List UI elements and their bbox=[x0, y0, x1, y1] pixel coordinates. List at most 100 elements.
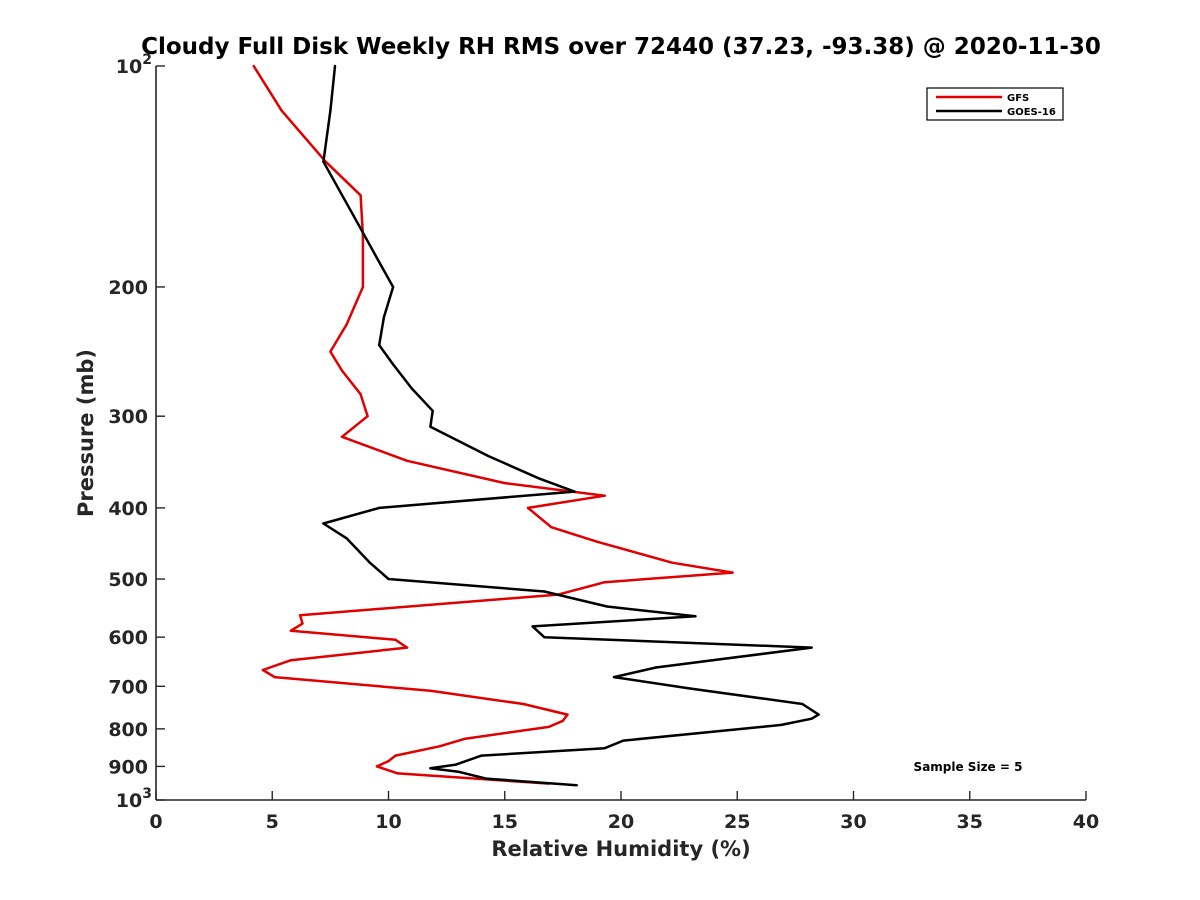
data-point-goes16 bbox=[387, 577, 390, 581]
data-point-gfs bbox=[547, 725, 551, 729]
data-point-goes16 bbox=[391, 285, 395, 289]
y-tick-label: 103 bbox=[116, 786, 152, 812]
legend-box bbox=[926, 87, 1064, 121]
data-point-goes16 bbox=[543, 590, 546, 593]
y-tick-label: 300 bbox=[108, 406, 148, 428]
y-tick-label: 600 bbox=[108, 627, 148, 649]
x-tick-label: 5 bbox=[266, 811, 279, 833]
data-point-gfs bbox=[566, 713, 569, 716]
data-point-gfs bbox=[361, 285, 365, 289]
data-point-goes16 bbox=[352, 214, 355, 217]
x-tick-label: 40 bbox=[1073, 811, 1099, 833]
data-point-gfs bbox=[526, 506, 530, 510]
data-point-goes16 bbox=[817, 713, 820, 716]
series-line-gfs bbox=[252, 65, 734, 785]
chart-title: Cloudy Full Disk Weekly RH RMS over 7244… bbox=[141, 34, 1101, 60]
data-point-goes16 bbox=[410, 387, 413, 390]
data-point-gfs bbox=[273, 675, 276, 679]
data-point-gfs bbox=[366, 415, 369, 418]
data-point-goes16 bbox=[329, 109, 332, 112]
data-point-goes16 bbox=[801, 702, 804, 706]
x-tick-label: 0 bbox=[149, 811, 162, 833]
data-point-goes16 bbox=[654, 666, 658, 669]
plot-area bbox=[156, 66, 1086, 800]
data-point-gfs bbox=[603, 494, 606, 497]
x-tick-label: 30 bbox=[840, 811, 866, 833]
data-point-goes16 bbox=[480, 754, 483, 757]
data-point-goes16 bbox=[333, 64, 337, 68]
y-axis-ticks: 102 200 300 400 500 600 700 800 900 103 bbox=[108, 52, 165, 812]
y-tick-label: 500 bbox=[108, 569, 148, 591]
data-point-gfs bbox=[438, 745, 441, 748]
data-point-goes16 bbox=[345, 537, 348, 540]
x-axis-ticks: 0 5 10 15 20 25 30 35 40 bbox=[149, 791, 1099, 833]
data-point-goes16 bbox=[603, 747, 606, 750]
legend: GFS GOES-16 bbox=[926, 87, 1064, 121]
data-point-goes16 bbox=[810, 717, 813, 720]
data-point-goes16 bbox=[378, 343, 381, 347]
data-point-goes16 bbox=[429, 425, 432, 428]
data-point-gfs bbox=[345, 323, 348, 326]
data-point-gfs bbox=[429, 689, 432, 692]
legend-label-gfs: GFS bbox=[1007, 93, 1029, 104]
x-tick-label: 35 bbox=[957, 811, 983, 833]
legend-label-goes16: GOES-16 bbox=[1007, 107, 1056, 118]
data-point-goes16 bbox=[531, 625, 534, 628]
x-tick-label: 25 bbox=[724, 811, 750, 833]
data-point-gfs bbox=[405, 646, 409, 649]
data-point-gfs bbox=[603, 581, 606, 584]
data-point-goes16 bbox=[575, 784, 578, 787]
data-point-goes16 bbox=[622, 739, 625, 742]
data-point-goes16 bbox=[484, 777, 488, 780]
data-point-gfs bbox=[561, 719, 565, 722]
data-point-goes16 bbox=[454, 763, 458, 766]
data-point-goes16 bbox=[429, 767, 432, 770]
data-point-goes16 bbox=[457, 770, 460, 773]
data-point-gfs bbox=[289, 629, 293, 632]
data-point-gfs bbox=[329, 350, 332, 353]
data-point-gfs bbox=[405, 459, 409, 462]
data-point-goes16 bbox=[382, 316, 386, 319]
data-point-gfs bbox=[298, 614, 302, 617]
data-point-goes16 bbox=[538, 477, 541, 480]
data-point-goes16 bbox=[694, 615, 697, 618]
x-axis-label: Relative Humidity (%) bbox=[491, 837, 750, 861]
data-point-goes16 bbox=[368, 561, 372, 564]
data-point-goes16 bbox=[605, 605, 609, 608]
y-tick-label: 400 bbox=[108, 498, 148, 520]
data-point-gfs bbox=[261, 668, 265, 672]
data-point-gfs bbox=[359, 393, 362, 396]
data-point-gfs bbox=[340, 435, 344, 438]
data-point-gfs bbox=[375, 765, 379, 768]
x-tick-label: 10 bbox=[375, 811, 401, 833]
data-point-gfs bbox=[252, 64, 255, 68]
data-point-goes16 bbox=[487, 454, 490, 458]
data-point-gfs bbox=[340, 369, 344, 372]
x-tick-label: 20 bbox=[608, 811, 634, 833]
data-point-gfs bbox=[731, 571, 734, 574]
data-point-gfs bbox=[596, 540, 599, 544]
y-tick-label: 900 bbox=[108, 756, 148, 778]
data-point-gfs bbox=[359, 194, 362, 197]
data-point-goes16 bbox=[780, 723, 783, 727]
data-point-goes16 bbox=[810, 646, 813, 649]
data-point-goes16 bbox=[391, 363, 395, 366]
series-layer bbox=[252, 64, 820, 787]
data-point-gfs bbox=[522, 702, 525, 706]
data-point-gfs bbox=[289, 659, 293, 662]
data-point-gfs bbox=[394, 754, 397, 757]
data-point-gfs bbox=[394, 638, 397, 641]
data-point-goes16 bbox=[689, 687, 692, 690]
data-point-gfs bbox=[301, 622, 304, 625]
data-point-gfs bbox=[503, 481, 506, 485]
y-tick-label: 200 bbox=[108, 277, 148, 299]
data-point-goes16 bbox=[322, 522, 325, 525]
data-point-goes16 bbox=[431, 409, 434, 412]
data-point-gfs bbox=[670, 561, 674, 564]
data-point-goes16 bbox=[612, 675, 616, 679]
sample-size-annotation: Sample Size = 5 bbox=[914, 760, 1023, 774]
data-point-goes16 bbox=[378, 260, 381, 264]
data-point-goes16 bbox=[543, 636, 546, 639]
data-point-goes16 bbox=[378, 506, 381, 510]
